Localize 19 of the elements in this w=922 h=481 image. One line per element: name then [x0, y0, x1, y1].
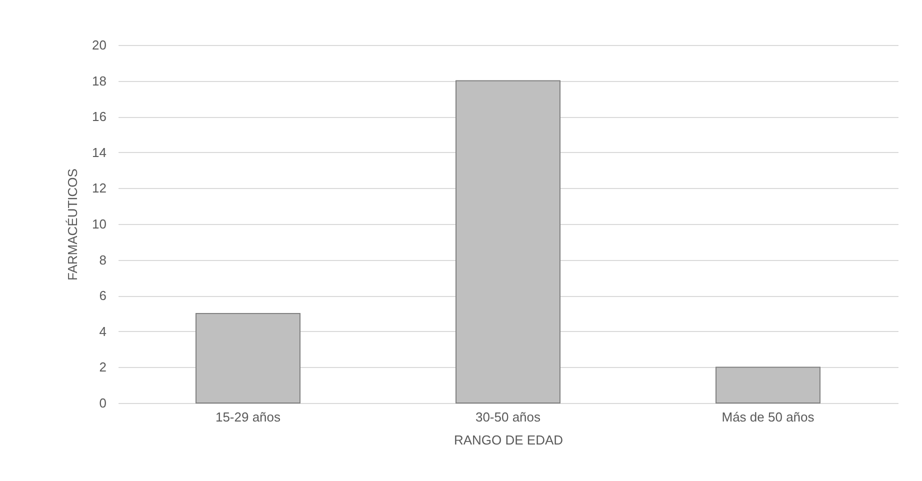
y-tick-label: 8 [99, 252, 106, 268]
x-tick-label: 15-29 años [215, 410, 282, 424]
y-tick-label: 2 [99, 360, 106, 375]
y-tick-label: 10 [92, 216, 106, 232]
y-tick-label: 18 [92, 73, 106, 88]
x-tick-label: 30-50 años [475, 410, 542, 424]
y-tick-label: 20 [92, 38, 106, 52]
y-tick-label: 4 [99, 324, 106, 339]
bar [196, 313, 300, 404]
y-axis-title: FARMACÉUTICOS [65, 168, 80, 280]
x-axis-title: RANGO DE EDAD [454, 432, 564, 448]
y-tick-label: 6 [99, 288, 106, 304]
y-tick-label: 16 [92, 109, 106, 124]
x-tick-label: Más de 50 años [722, 410, 815, 424]
y-tick-label: 14 [92, 144, 106, 160]
bar [456, 80, 560, 404]
y-tick-label: 0 [99, 396, 106, 410]
y-tick-label: 12 [92, 180, 106, 196]
bar [716, 366, 820, 404]
